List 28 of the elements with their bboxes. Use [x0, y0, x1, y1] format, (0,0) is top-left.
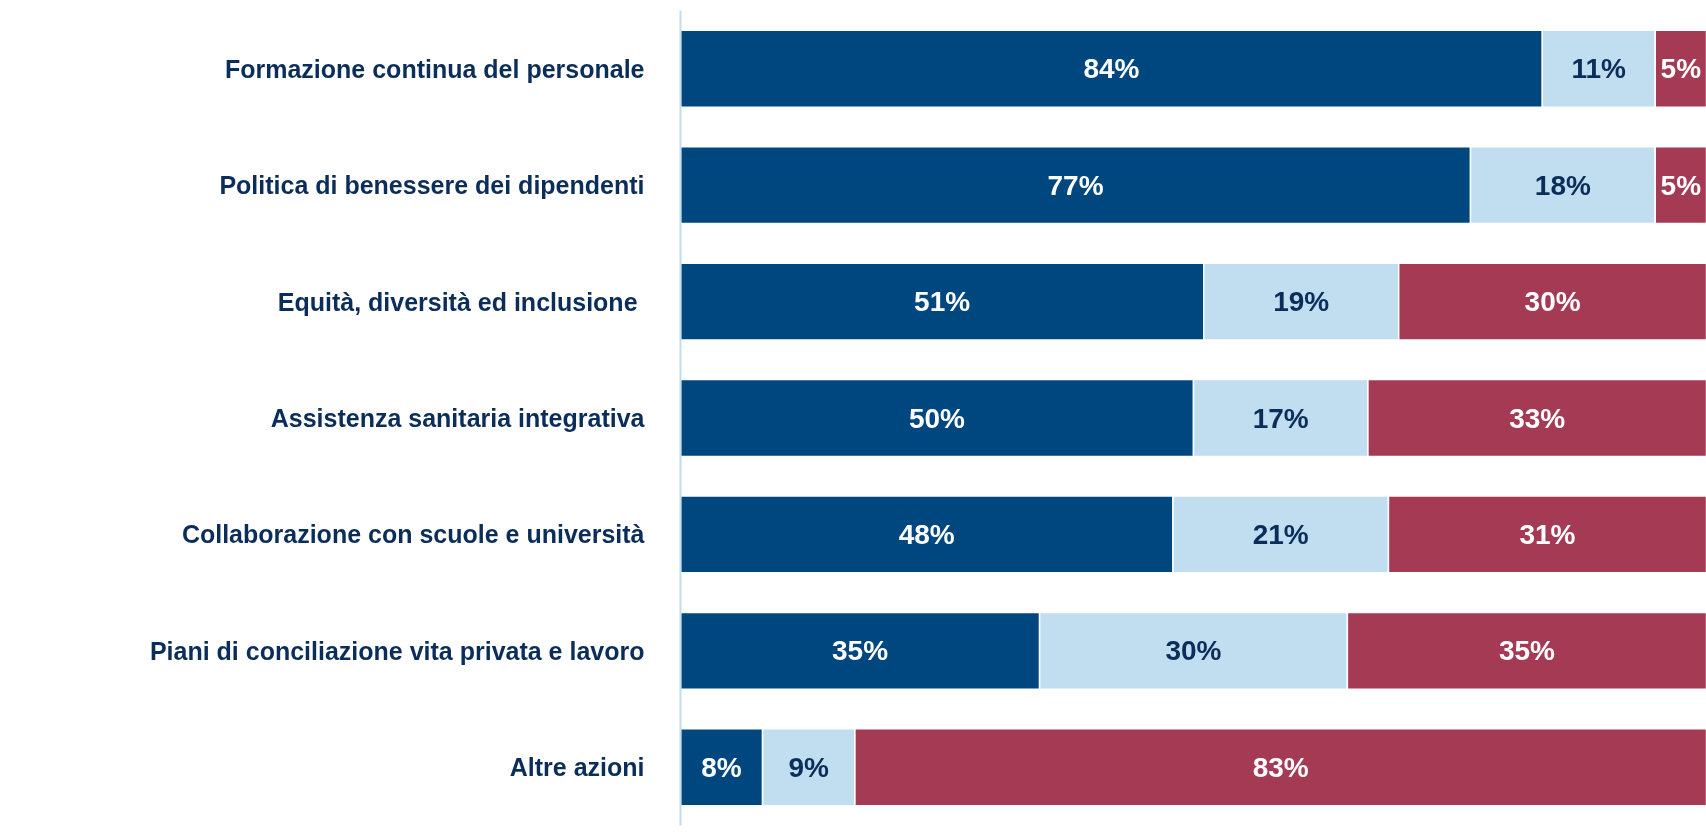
data-label: 83%	[1252, 751, 1309, 783]
data-label: 50%	[908, 402, 966, 434]
y-tick-label: Formazione continua del personale	[224, 54, 645, 83]
data-label: 30%	[1524, 286, 1581, 318]
y-tick-label: Politica di benessere dei dipendenti	[219, 171, 645, 200]
data-label: 48%	[898, 518, 955, 550]
data-label: 21%	[1252, 518, 1309, 550]
data-label: 17%	[1252, 402, 1309, 434]
data-label: 84%	[1083, 53, 1140, 85]
y-tick-label: Assistenza sanitaria integrativa	[270, 404, 646, 432]
data-label: 35%	[832, 635, 889, 667]
data-label: 5%	[1660, 53, 1702, 85]
data-label: 8%	[701, 751, 742, 783]
data-label: 30%	[1165, 635, 1222, 667]
y-tick-label: Collaborazione con scuole e università	[181, 520, 645, 549]
y-tick-label: Altre azioni	[509, 753, 645, 782]
data-label: 11%	[1571, 53, 1627, 85]
data-label: 18%	[1534, 169, 1591, 201]
data-label: 9%	[788, 751, 830, 783]
data-label: 35%	[1498, 635, 1556, 667]
data-label: 31%	[1519, 518, 1576, 550]
y-tick-label: Equità, diversità ed inclusione	[277, 287, 638, 316]
data-label: 51%	[914, 286, 971, 318]
data-label: 19%	[1273, 286, 1330, 318]
data-label: 77%	[1047, 169, 1104, 201]
data-label: 33%	[1509, 402, 1566, 434]
data-label: 5%	[1660, 169, 1702, 201]
y-tick-label: Piani di conciliazione vita privata e lavoro	[149, 636, 645, 665]
